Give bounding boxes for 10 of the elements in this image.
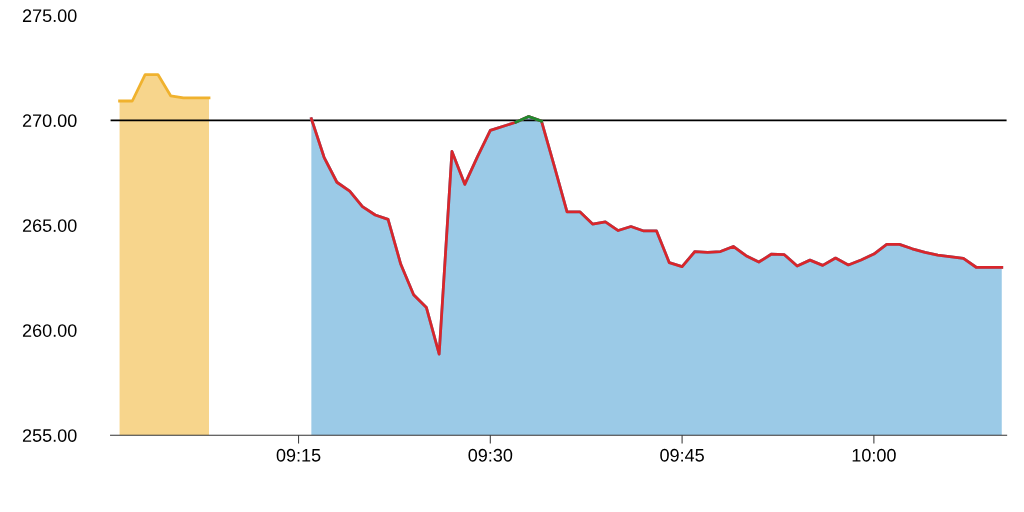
x-tick-label: 09:30 xyxy=(468,448,513,462)
y-tick-label: 265.00 xyxy=(22,219,77,232)
y-tick-label: 255.00 xyxy=(22,429,77,442)
y-tick-label: 270.00 xyxy=(22,114,77,128)
y-tick-label: 275.00 xyxy=(22,9,77,23)
x-tick-label: 10:00 xyxy=(852,448,896,462)
x-tick-label: 09:45 xyxy=(660,448,704,462)
line-series xyxy=(309,115,1004,356)
x-tick-label: 09:15 xyxy=(276,448,321,462)
y-tick-label: 260.00 xyxy=(22,324,77,337)
